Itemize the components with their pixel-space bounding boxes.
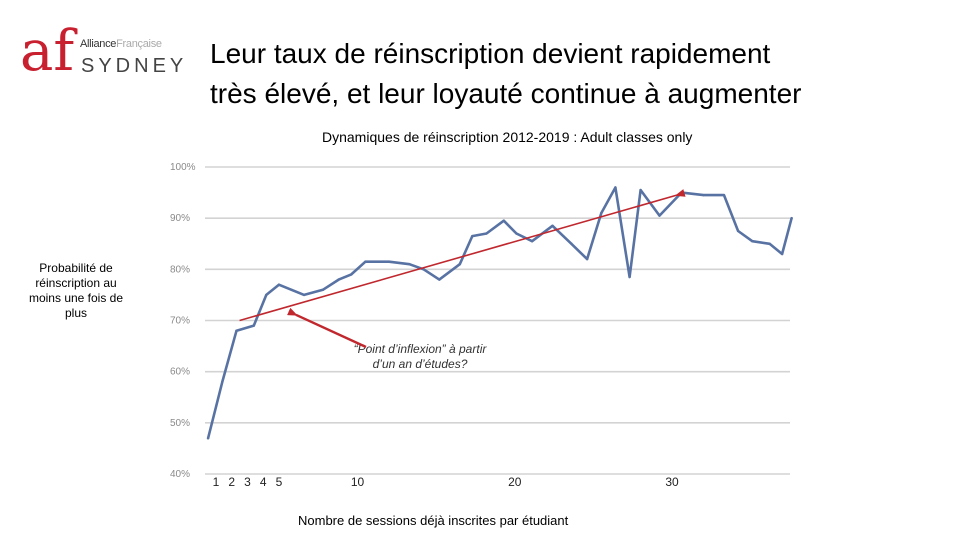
data-point-26: [614, 186, 617, 189]
data-point-5: [277, 283, 281, 286]
annotation-line-1: “Point d’inflexion” à partir: [353, 342, 487, 356]
x-tick-label-20: 20: [508, 475, 522, 489]
data-point-0: [206, 436, 210, 440]
data-point-9: [337, 278, 340, 281]
data-point-12: [387, 260, 391, 263]
data-point-3: [252, 324, 255, 327]
data-point-17: [471, 234, 474, 238]
data-point-25: [600, 211, 603, 215]
x-tick-label-30: 30: [665, 475, 679, 489]
data-point-34: [751, 239, 754, 243]
data-point-2: [235, 329, 238, 332]
y-tick-label-70: 70%: [170, 316, 190, 327]
x-tick-label-3: 3: [244, 475, 251, 489]
data-point-32: [722, 193, 726, 197]
x-tick-label-1: 1: [213, 475, 220, 489]
logo-city: SYDNEY: [81, 55, 188, 77]
y-tick-label-60: 60%: [170, 367, 190, 378]
x-tick-label-10: 10: [351, 475, 365, 489]
logo: af AllianceFrançaise SYDNEY: [18, 10, 193, 100]
logo-brand-alliance: Alliance: [80, 38, 117, 50]
data-point-27: [628, 275, 631, 279]
x-axis-label: Nombre de sessions déjà inscrites par ét…: [298, 513, 569, 528]
data-point-11: [364, 260, 367, 263]
data-point-36: [780, 252, 784, 256]
x-tick-label-4: 4: [260, 475, 267, 489]
data-point-1: [221, 380, 224, 384]
data-point-24: [585, 257, 589, 261]
data-point-31: [702, 193, 705, 197]
data-point-7: [302, 293, 306, 297]
data-point-37: [790, 216, 793, 220]
data-point-4: [265, 293, 268, 297]
data-point-29: [658, 214, 661, 217]
page-title-line-2: très élevé, et leur loyauté continue à a…: [210, 78, 802, 109]
data-point-33: [736, 229, 740, 233]
data-point-23: [570, 242, 573, 245]
chart-title: Dynamiques de réinscription 2012-2019 : …: [322, 129, 693, 145]
data-point-19: [502, 219, 505, 222]
data-point-20: [515, 232, 518, 235]
data-point-35: [768, 242, 771, 245]
data-point-28: [639, 188, 642, 192]
data-point-16: [458, 263, 461, 266]
data-point-15: [438, 278, 441, 281]
y-tick-label-90: 90%: [170, 213, 190, 224]
logo-mark: af: [20, 19, 78, 84]
logo-brand-francaise: Française: [116, 38, 162, 50]
data-point-21: [530, 239, 534, 243]
data-point-18: [485, 232, 488, 235]
af-logo-icon: af: [20, 19, 78, 84]
annotation-arrow: [286, 307, 367, 349]
annotation-line-2: d’un an d’études?: [372, 357, 468, 371]
y-tick-label-40: 40%: [170, 469, 190, 480]
series-line-0: [206, 186, 793, 440]
data-point-10: [350, 273, 353, 276]
x-tick-label-2: 2: [228, 475, 235, 489]
data-point-30: [680, 191, 683, 194]
y-tick-label-80: 80%: [170, 264, 190, 275]
y-axis-label: Probabilité de réinscription au moins un…: [28, 261, 124, 320]
y-tick-label-50: 50%: [170, 418, 190, 429]
page-title-line-1: Leur taux de réinscription devient rapid…: [210, 38, 771, 69]
data-point-22: [551, 224, 554, 228]
inflection-annotation: “Point d’inflexion” à partir d’un an d’é…: [330, 342, 510, 372]
data-point-13: [408, 263, 411, 266]
y-tick-label-100: 100%: [170, 162, 196, 173]
trend-arrow: [239, 189, 686, 322]
data-point-6: [290, 288, 293, 291]
x-tick-label-5: 5: [276, 475, 283, 489]
data-point-8: [321, 288, 325, 291]
logo-brand: AllianceFrançaise: [80, 38, 162, 50]
page-title: Leur taux de réinscription devient rapid…: [210, 34, 930, 114]
